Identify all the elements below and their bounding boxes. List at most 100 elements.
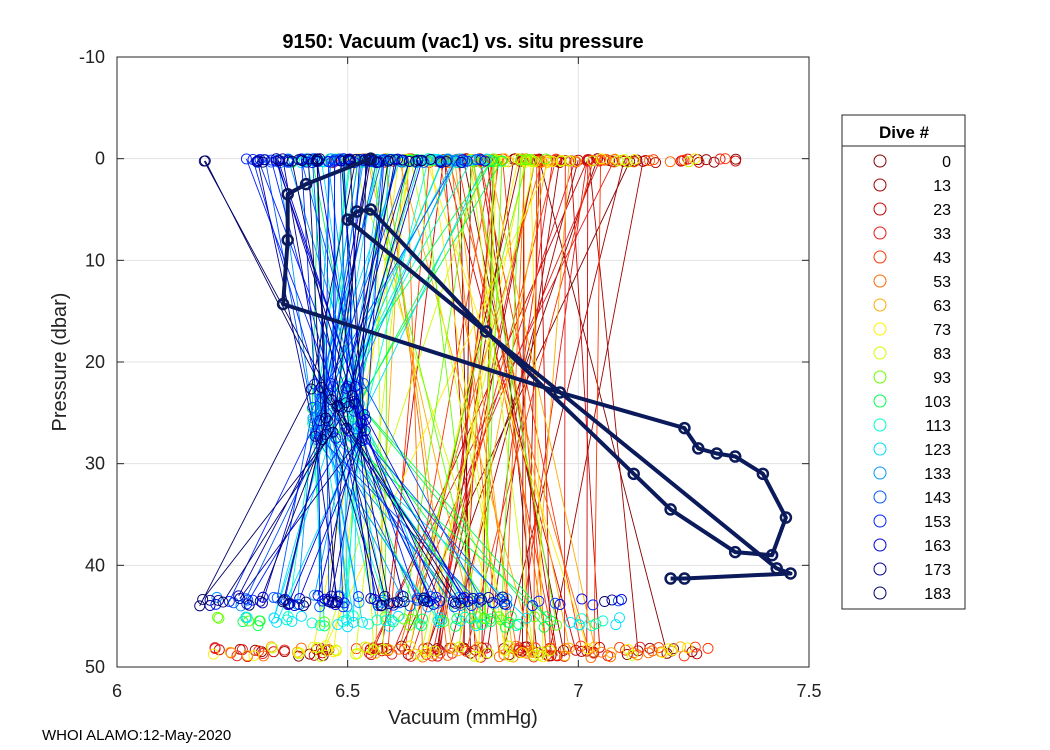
bottom-point — [455, 615, 467, 627]
dive-trace — [370, 159, 589, 655]
dive-trace — [473, 161, 558, 626]
legend-label: 123 — [924, 442, 951, 459]
surface-point — [311, 155, 322, 167]
surface-point — [257, 156, 269, 168]
dive-point — [240, 153, 252, 165]
dive-trace — [339, 160, 492, 622]
bottom-point — [545, 642, 557, 654]
bottom-point — [353, 591, 364, 602]
bottom-point — [417, 594, 429, 606]
bottom-point — [387, 597, 399, 609]
dive-trace — [245, 158, 348, 599]
y-tick-label: 0 — [95, 149, 105, 169]
dive-point — [314, 619, 326, 631]
dive-trace — [411, 159, 528, 620]
bottom-point — [327, 596, 339, 608]
dive-point — [510, 640, 522, 652]
bottom-point — [207, 648, 219, 660]
dive-point — [323, 596, 335, 608]
bottom-point — [484, 613, 496, 625]
dive-trace — [406, 160, 424, 658]
dive-point — [504, 650, 516, 662]
dive-trace — [470, 160, 570, 649]
dive-point — [240, 593, 252, 605]
bottom-point — [626, 649, 638, 661]
legend-item: 0 — [873, 154, 951, 171]
bottom-point — [293, 648, 305, 660]
legend-label: 133 — [924, 466, 951, 483]
surface-point — [274, 155, 286, 167]
bottom-point — [213, 612, 225, 624]
bottom-point — [499, 598, 511, 610]
legend-marker — [873, 586, 887, 600]
dive-point — [350, 648, 362, 660]
highlight-point — [770, 562, 783, 575]
bottom-point — [298, 600, 309, 612]
bottom-point — [228, 597, 239, 609]
highlight-point — [756, 467, 770, 481]
dive-point — [455, 597, 466, 609]
surface-point — [570, 156, 582, 167]
dive-point — [398, 613, 410, 625]
x-tick-label: 6.5 — [335, 681, 360, 701]
dive-point — [389, 154, 401, 166]
bottom-point — [614, 641, 626, 653]
bottom-point — [319, 593, 331, 605]
dive-point — [385, 614, 397, 626]
highlight-point — [779, 511, 793, 524]
dive-point — [450, 597, 461, 609]
bottom-point — [681, 642, 693, 654]
surface-point — [254, 154, 266, 165]
bottom-point — [474, 592, 485, 604]
highlight-point — [765, 548, 779, 562]
dive-trace — [277, 160, 367, 605]
bottom-point — [279, 644, 290, 656]
legend: Dive # 0 13 23 33 43 53 63 73 83 93 103 113 123 133 14… — [841, 114, 966, 610]
dive-trace — [588, 159, 639, 651]
bottom-point — [470, 620, 482, 632]
dive-trace — [398, 159, 534, 653]
dive-trace — [252, 159, 465, 598]
dive-point — [595, 154, 607, 166]
highlight-point — [710, 447, 723, 460]
dive-point — [382, 155, 394, 167]
legend-item: 143 — [873, 490, 951, 507]
dive-trace — [314, 161, 358, 596]
dive-point — [341, 601, 353, 613]
dive-point — [223, 595, 235, 607]
dive-trace — [410, 160, 576, 657]
highlight-point — [728, 545, 742, 559]
highlight-point — [664, 503, 677, 516]
bottom-point — [497, 591, 509, 603]
dive-point — [340, 382, 352, 394]
dive-trace — [259, 159, 323, 602]
bottom-point — [284, 598, 296, 609]
surface-point — [384, 154, 396, 165]
dive-point — [473, 596, 485, 608]
surface-point — [471, 154, 482, 166]
surface-point — [418, 156, 430, 168]
bottom-point — [516, 647, 528, 659]
dive-point — [551, 619, 563, 631]
legend-marker — [873, 154, 887, 168]
dive-point — [416, 154, 428, 166]
legend-marker — [873, 250, 887, 264]
dive-point — [587, 154, 599, 166]
bottom-point — [231, 650, 243, 662]
dive-trace — [275, 158, 390, 604]
dive-point — [379, 590, 391, 602]
dive-point — [551, 650, 563, 662]
dive-trace — [320, 160, 486, 657]
bottom-point — [447, 596, 459, 608]
legend-label: 53 — [933, 274, 951, 291]
bottom-point — [295, 610, 307, 622]
legend-marker — [873, 442, 887, 456]
dive-point — [294, 593, 306, 604]
surface-point — [479, 155, 491, 167]
dive-trace — [245, 158, 350, 605]
dive-point — [198, 155, 210, 167]
surface-point — [564, 155, 576, 167]
bottom-point — [534, 650, 545, 661]
surface-point — [457, 154, 469, 166]
bottom-point — [306, 617, 318, 629]
